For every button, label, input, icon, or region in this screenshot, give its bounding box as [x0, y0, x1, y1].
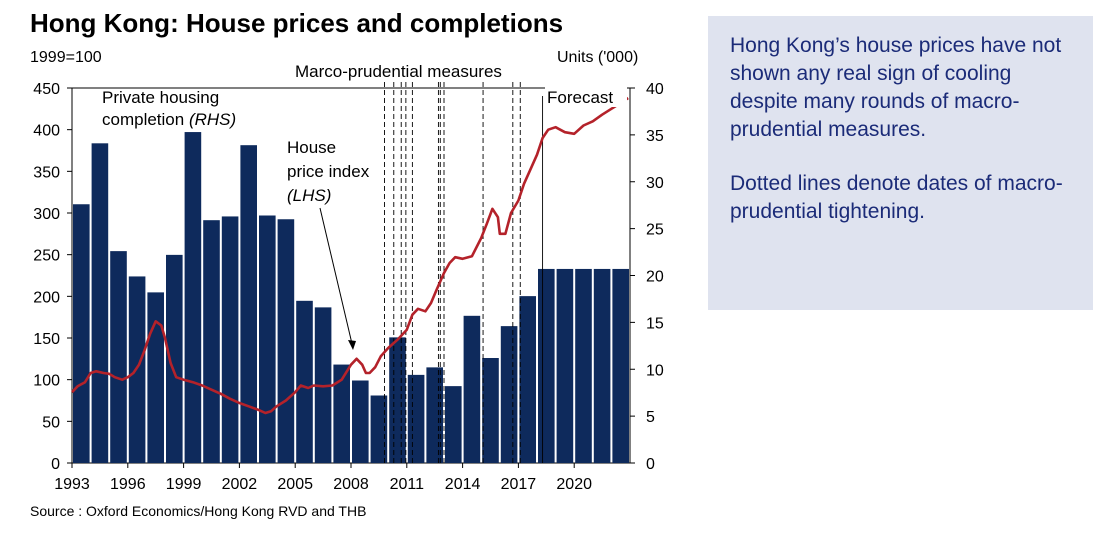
left-tick-label: 100 [33, 373, 60, 390]
line-label-line3: (LHS) [287, 186, 331, 205]
completion-bar-1994 [91, 143, 109, 463]
completion-bar-2005 [296, 300, 313, 463]
x-tick-label: 2005 [277, 476, 313, 493]
commentary-box: Hong Kong’s house prices have not shown … [708, 16, 1093, 310]
right-tick-label: 35 [646, 128, 664, 145]
completion-bar-2010 [389, 337, 406, 463]
x-tick-label: 2014 [445, 476, 481, 493]
completion-bar-2018 [538, 268, 555, 463]
completion-bar-2004 [277, 219, 295, 463]
bars-label-line1: Private housing [102, 88, 219, 107]
completion-bar-2009 [370, 395, 388, 463]
left-tick-label: 0 [51, 456, 60, 473]
line-label-leader [319, 207, 354, 349]
x-tick-label: 2020 [556, 476, 592, 493]
right-tick-label: 0 [646, 456, 655, 473]
left-tick-label: 300 [33, 206, 60, 223]
completion-bar-2021 [593, 268, 611, 463]
x-tick-label: 2017 [501, 476, 537, 493]
completion-bar-2008 [352, 380, 369, 463]
right-tick-label: 40 [646, 81, 664, 98]
chart-annotations: Private housing completion (RHS) House pric… [102, 60, 627, 350]
forecast-label: Forecast [547, 88, 613, 107]
completion-bar-2000 [203, 220, 220, 463]
completion-bar-2015 [482, 358, 499, 463]
x-tick-label: 1993 [54, 476, 90, 493]
left-tick-label: 400 [33, 123, 60, 140]
left-axis-unit: 1999=100 [30, 49, 102, 66]
chart-title: Hong Kong: House prices and completions [30, 8, 564, 38]
left-tick-label: 150 [33, 331, 60, 348]
right-tick-label: 10 [646, 362, 664, 379]
line-label-arrowhead [348, 340, 356, 350]
completion-bar-1998 [166, 254, 183, 463]
forecast-label-bg [545, 87, 627, 107]
left-tick-label: 250 [33, 248, 60, 265]
right-tick-label: 20 [646, 269, 664, 286]
house-price-chart: 0 50 100 150 200 250 300 350 400 450 0 5 10 15 20 25 30 3… [33, 60, 664, 493]
completion-bar-2014 [463, 315, 481, 463]
left-tick-label: 350 [33, 164, 60, 181]
x-tick-label: 1999 [166, 476, 202, 493]
commentary-paragraph-2: Dotted lines denote dates of macro-prude… [730, 172, 1063, 223]
completion-bar-1993 [73, 204, 90, 463]
chart-axes: 0 50 100 150 200 250 300 350 400 450 0 5 10 15 20 25 30 3… [33, 81, 664, 493]
completion-bar-2016 [500, 326, 518, 463]
right-tick-label: 25 [646, 222, 664, 239]
completion-bar-2019 [556, 268, 574, 463]
completion-bar-2002 [240, 145, 257, 463]
bars-label-line2-text: completion [102, 110, 189, 129]
completion-bar-1999 [184, 132, 202, 463]
source-note: Source : Oxford Economics/Hong Kong RVD … [30, 503, 367, 519]
right-tick-label: 15 [646, 315, 664, 332]
bars-label-rhs: (RHS) [189, 110, 236, 129]
completion-bar-2011 [407, 374, 425, 463]
completion-bar-1997 [147, 292, 164, 463]
right-tick-label: 5 [646, 409, 655, 426]
bars-label-line2: completion (RHS) [102, 110, 236, 129]
right-tick-label: 30 [646, 175, 664, 192]
left-tick-label: 450 [33, 81, 60, 98]
completion-bar-2003 [259, 215, 276, 463]
completion-bar-2012 [426, 367, 443, 463]
left-tick-label: 200 [33, 289, 60, 306]
line-label-line2: price index [287, 162, 370, 181]
commentary-paragraph-1: Hong Kong’s house prices have not shown … [730, 34, 1062, 141]
x-tick-label: 2011 [390, 476, 425, 493]
completion-bar-2017 [519, 296, 536, 463]
x-tick-label: 2002 [222, 476, 258, 493]
price-line-group [71, 96, 629, 415]
measures-label-bg [292, 60, 536, 82]
measure-lines [384, 82, 544, 463]
completion-bar-2007 [333, 364, 350, 463]
house-price-line [71, 96, 629, 415]
measures-label: Marco-prudential measures [295, 62, 502, 81]
completion-bar-2001 [221, 216, 239, 463]
x-tick-label: 1996 [110, 476, 146, 493]
line-label-line1: House [287, 138, 336, 157]
completion-bar-2022 [612, 268, 629, 463]
completion-bar-2013 [445, 386, 462, 463]
completion-bar-1995 [110, 251, 127, 463]
left-tick-label: 50 [42, 414, 60, 431]
completion-bars [73, 132, 629, 463]
x-tick-label: 2008 [333, 476, 369, 493]
completion-bar-2020 [575, 268, 592, 463]
right-axis-unit: Units ('000) [557, 49, 639, 66]
